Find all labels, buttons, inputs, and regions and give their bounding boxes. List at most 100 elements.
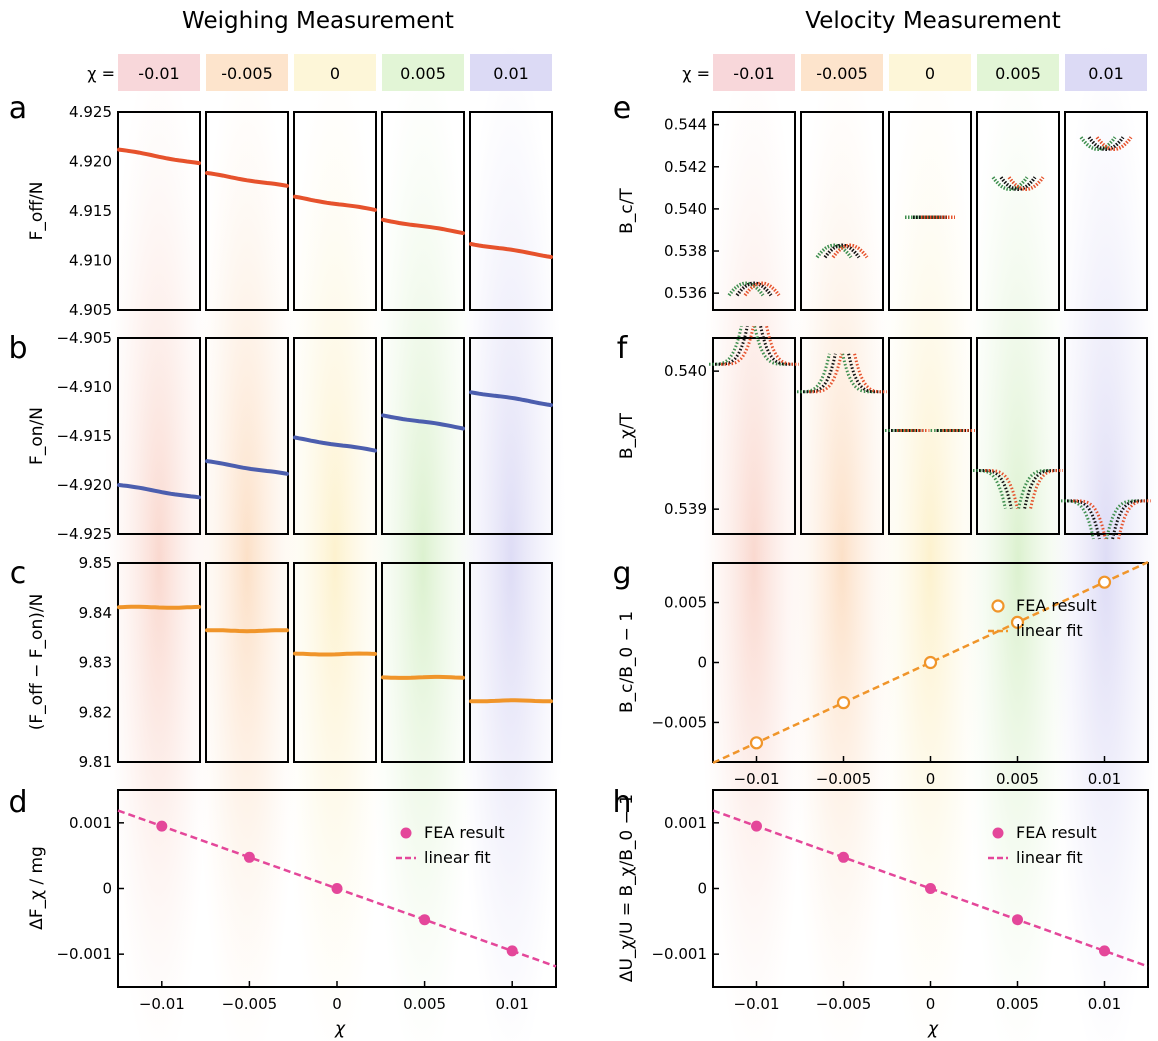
panel-g-legend-fea: FEA result xyxy=(1016,596,1097,615)
panel-b-curve xyxy=(469,390,553,408)
panel-h-legend-fea: FEA result xyxy=(1016,823,1097,842)
panel-h-point xyxy=(925,883,936,894)
panel-h-legend-marker xyxy=(992,827,1004,839)
chi-band-cell xyxy=(118,54,200,91)
panel-h-xtick: 0.01 xyxy=(1088,995,1121,1013)
panel-e-cell xyxy=(888,111,972,311)
panel-f-cell xyxy=(888,337,972,535)
panel-a-cell xyxy=(117,111,201,311)
panel-e-arc xyxy=(823,243,861,259)
panel-d-point xyxy=(331,883,343,894)
panel-c-curve xyxy=(117,604,201,610)
panel-h-point xyxy=(1099,945,1110,957)
panel-b-curve xyxy=(381,413,465,431)
panel-c-curve xyxy=(293,651,377,657)
chi-band-cell xyxy=(1065,54,1147,91)
panel-f-cell xyxy=(800,337,884,535)
panel-e-arc xyxy=(727,281,765,297)
panel-c-ytick: 9.84 xyxy=(79,604,112,622)
panel-letter-a: a xyxy=(9,91,27,126)
panel-g-point xyxy=(923,655,938,670)
panel-letter-c: c xyxy=(10,556,27,591)
panel-b-ytick: −4.925 xyxy=(56,525,112,543)
chi-band-label: 0 xyxy=(330,64,340,83)
chi-glow xyxy=(1051,40,1158,1041)
panel-d-legend-marker xyxy=(400,827,412,839)
panel-h-point xyxy=(838,851,849,863)
panel-e-cell xyxy=(712,111,796,311)
panel-letter-h: h xyxy=(612,785,631,820)
panel-e-cell xyxy=(1064,111,1148,311)
chi-band-label: 0.005 xyxy=(995,64,1041,83)
panel-a-cell xyxy=(469,111,553,311)
panel-h-xtick: −0.005 xyxy=(816,995,872,1013)
chi-band-cell xyxy=(294,54,376,91)
panel-b-ylabel: F_on/N xyxy=(27,407,47,465)
panel-h-xtick: 0 xyxy=(926,995,936,1013)
panel-a-curve xyxy=(117,147,201,166)
panel-d-point xyxy=(156,820,168,832)
panel-e-ylabel: B_c/T xyxy=(617,188,637,234)
chi-band-cell xyxy=(801,54,883,91)
panel-b-curve xyxy=(205,459,289,476)
panel-a-cell xyxy=(381,111,465,311)
panel-g-legend-fit: linear fit xyxy=(1016,621,1083,640)
panel-d-xtick: 0.005 xyxy=(403,995,446,1013)
panel-g-xtick: −0.01 xyxy=(734,770,780,788)
panel-h-xtick: −0.01 xyxy=(734,995,780,1013)
panel-d-legend-fit: linear fit xyxy=(424,848,491,867)
panel-f-cell xyxy=(712,337,796,535)
panel-e-ytick: 0.544 xyxy=(664,116,707,134)
panel-f-curve xyxy=(809,353,843,394)
chi-band-label: -0.01 xyxy=(733,64,774,83)
panel-e-arc xyxy=(999,176,1037,192)
panel-b-cell xyxy=(381,337,465,535)
panel-b-cell xyxy=(469,337,553,535)
panel-letter-g: g xyxy=(612,556,631,591)
panel-c-ytick: 9.85 xyxy=(79,554,112,572)
chi-glow xyxy=(456,40,566,1041)
panel-f-ytick: 0.539 xyxy=(664,500,707,518)
panel-f-cell xyxy=(976,337,1060,535)
panel-c-cell xyxy=(293,562,377,763)
panel-g-point xyxy=(749,736,764,750)
chi-band-cell xyxy=(977,54,1059,91)
panel-c-curve xyxy=(381,674,465,680)
panel-f-curve xyxy=(715,325,749,366)
panel-d-xlabel: χ xyxy=(334,1019,346,1039)
panel-e-ytick: 0.536 xyxy=(664,284,707,302)
panel-f-curve xyxy=(973,469,1007,509)
chi-band-label: 0.01 xyxy=(1088,64,1124,83)
panel-g-xtick: 0.005 xyxy=(996,770,1039,788)
panel-f-curve xyxy=(1067,499,1101,540)
panel-g-xtick: 0 xyxy=(926,770,936,788)
panel-a-curve xyxy=(293,194,377,212)
panel-e-arc xyxy=(743,281,781,297)
panel-g-legend-marker xyxy=(991,599,1005,613)
panel-g-xtick: −0.005 xyxy=(816,770,872,788)
panel-a-ytick: 4.925 xyxy=(69,103,112,121)
panel-e-ytick: 0.538 xyxy=(664,242,707,260)
panel-f-curve xyxy=(797,353,831,394)
chi-band-label: 0.01 xyxy=(493,64,529,83)
panel-e-arc xyxy=(1079,136,1117,152)
panel-a-ytick: 4.905 xyxy=(69,301,112,319)
panel-a-ytick: 4.915 xyxy=(69,202,112,220)
panel-d-point xyxy=(243,851,255,863)
panel-e-arc xyxy=(831,243,869,259)
panel-c-ytick: 9.83 xyxy=(79,654,112,672)
panel-a-curve xyxy=(469,242,553,259)
panel-g-point xyxy=(1097,575,1112,589)
panel-g-ytick: 0 xyxy=(697,654,707,672)
panel-a-ytick: 4.920 xyxy=(69,153,112,171)
panel-f-ytick: 0.540 xyxy=(664,362,707,380)
panel-b-ytick: −4.915 xyxy=(56,427,112,445)
panel-h-ylabel: ΔU_χ/U = B_χ/B_0 − 1 xyxy=(617,794,637,982)
panel-f-curve xyxy=(721,325,755,366)
panel-d-xtick: 0 xyxy=(332,995,342,1013)
panel-e-cell xyxy=(976,111,1060,311)
panel-letter-f: f xyxy=(617,331,629,366)
panel-f-curve xyxy=(985,469,1019,509)
panel-letter-b: b xyxy=(8,331,27,366)
